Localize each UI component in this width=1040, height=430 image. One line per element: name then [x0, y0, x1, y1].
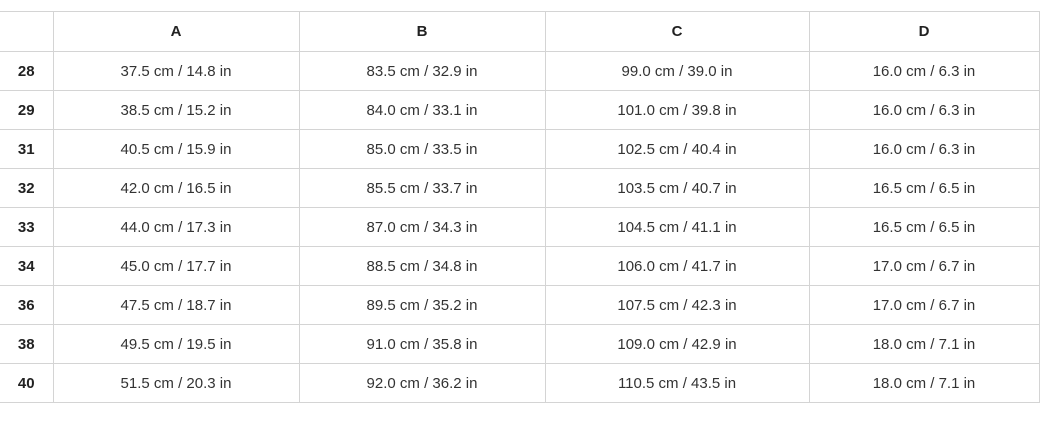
measurement-cell: 104.5 cm / 41.1 in	[544, 207, 810, 247]
measurement-cell: 18.0 cm / 7.1 in	[808, 363, 1040, 403]
measurement-cell: 51.5 cm / 20.3 in	[52, 363, 300, 403]
size-label: 31	[0, 129, 54, 169]
measurement-cell: 85.0 cm / 33.5 in	[298, 129, 546, 169]
table-row: 38 49.5 cm / 19.5 in 91.0 cm / 35.8 in 109.…	[0, 324, 1040, 364]
measurement-cell: 101.0 cm / 39.8 in	[544, 90, 810, 130]
measurement-cell: 16.0 cm / 6.3 in	[808, 90, 1040, 130]
measurement-cell: 88.5 cm / 34.8 in	[298, 246, 546, 286]
size-label: 32	[0, 168, 54, 208]
measurement-cell: 102.5 cm / 40.4 in	[544, 129, 810, 169]
measurement-cell: 110.5 cm / 43.5 in	[544, 363, 810, 403]
measurement-cell: 106.0 cm / 41.7 in	[544, 246, 810, 286]
column-header: A	[52, 11, 300, 52]
measurement-cell: 99.0 cm / 39.0 in	[544, 51, 810, 91]
measurement-cell: 89.5 cm / 35.2 in	[298, 285, 546, 325]
measurement-cell: 92.0 cm / 36.2 in	[298, 363, 546, 403]
measurement-cell: 44.0 cm / 17.3 in	[52, 207, 300, 247]
measurement-cell: 42.0 cm / 16.5 in	[52, 168, 300, 208]
corner-cell	[0, 11, 54, 52]
measurement-cell: 38.5 cm / 15.2 in	[52, 90, 300, 130]
table-row: 33 44.0 cm / 17.3 in 87.0 cm / 34.3 in 104.…	[0, 207, 1040, 247]
measurement-cell: 109.0 cm / 42.9 in	[544, 324, 810, 364]
measurement-cell: 107.5 cm / 42.3 in	[544, 285, 810, 325]
measurement-cell: 16.0 cm / 6.3 in	[808, 51, 1040, 91]
measurement-cell: 16.5 cm / 6.5 in	[808, 207, 1040, 247]
size-label: 40	[0, 363, 54, 403]
size-label: 33	[0, 207, 54, 247]
table-body: 28 37.5 cm / 14.8 in 83.5 cm / 32.9 in 99.0…	[0, 51, 1040, 403]
measurement-cell: 85.5 cm / 33.7 in	[298, 168, 546, 208]
table-row: 29 38.5 cm / 15.2 in 84.0 cm / 33.1 in 101.…	[0, 90, 1040, 130]
table-row: 28 37.5 cm / 14.8 in 83.5 cm / 32.9 in 99.0…	[0, 51, 1040, 91]
measurement-cell: 16.0 cm / 6.3 in	[808, 129, 1040, 169]
size-label: 36	[0, 285, 54, 325]
table-row: 36 47.5 cm / 18.7 in 89.5 cm / 35.2 in 107.…	[0, 285, 1040, 325]
measurement-cell: 40.5 cm / 15.9 in	[52, 129, 300, 169]
size-label: 38	[0, 324, 54, 364]
size-label: 28	[0, 51, 54, 91]
column-header: D	[808, 11, 1040, 52]
measurement-cell: 83.5 cm / 32.9 in	[298, 51, 546, 91]
measurement-cell: 17.0 cm / 6.7 in	[808, 285, 1040, 325]
measurement-cell: 16.5 cm / 6.5 in	[808, 168, 1040, 208]
size-label: 29	[0, 90, 54, 130]
measurement-cell: 18.0 cm / 7.1 in	[808, 324, 1040, 364]
table-row: 40 51.5 cm / 20.3 in 92.0 cm / 36.2 in 110.…	[0, 363, 1040, 403]
measurement-cell: 17.0 cm / 6.7 in	[808, 246, 1040, 286]
column-header: B	[298, 11, 546, 52]
measurement-cell: 47.5 cm / 18.7 in	[52, 285, 300, 325]
measurement-cell: 91.0 cm / 35.8 in	[298, 324, 546, 364]
measurement-cell: 49.5 cm / 19.5 in	[52, 324, 300, 364]
measurement-cell: 45.0 cm / 17.7 in	[52, 246, 300, 286]
table-row: 34 45.0 cm / 17.7 in 88.5 cm / 34.8 in 106.…	[0, 246, 1040, 286]
measurement-cell: 84.0 cm / 33.1 in	[298, 90, 546, 130]
column-header: C	[544, 11, 810, 52]
table-row: 31 40.5 cm / 15.9 in 85.0 cm / 33.5 in 102.…	[0, 129, 1040, 169]
size-label: 34	[0, 246, 54, 286]
measurement-cell: 37.5 cm / 14.8 in	[52, 51, 300, 91]
measurement-cell: 87.0 cm / 34.3 in	[298, 207, 546, 247]
measurement-cell: 103.5 cm / 40.7 in	[544, 168, 810, 208]
table-row: 32 42.0 cm / 16.5 in 85.5 cm / 33.7 in 103.…	[0, 168, 1040, 208]
